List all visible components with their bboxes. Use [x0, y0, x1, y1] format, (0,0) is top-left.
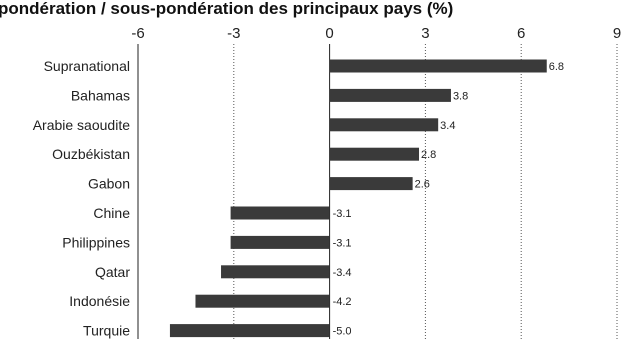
- category-label: Qatar: [95, 264, 130, 280]
- x-tick-label: -6: [131, 25, 144, 42]
- value-label: 3.4: [440, 120, 455, 132]
- value-label: 2.8: [421, 149, 436, 161]
- bar: [230, 235, 330, 249]
- category-label: Philippines: [62, 234, 130, 250]
- bar: [230, 206, 330, 220]
- chart-title: pondération / sous-pondération des princ…: [0, 0, 453, 18]
- x-tick-label: 6: [517, 25, 525, 42]
- bar: [221, 265, 330, 279]
- x-tick-label: 3: [421, 25, 429, 42]
- bar: [329, 118, 439, 132]
- bar: [329, 88, 451, 102]
- bar: [329, 59, 547, 73]
- category-label: Indonésie: [69, 293, 130, 309]
- category-label: Ouzbékistan: [52, 146, 130, 162]
- value-label: -3.4: [333, 267, 352, 279]
- x-tick-label: 9: [613, 25, 621, 42]
- value-labels: 6.8 3.8 3.4 2.8 2.6 -3.1 -3.1 -3.4 -4.2 -5.0: [333, 61, 564, 338]
- value-label: 6.8: [549, 61, 564, 73]
- category-label: Gabon: [88, 176, 130, 192]
- bar: [195, 294, 330, 308]
- bar: [329, 147, 420, 161]
- x-tick-label: 0: [325, 25, 333, 42]
- category-label: Bahamas: [71, 87, 130, 103]
- category-label: Supranational: [44, 58, 130, 74]
- category-label: Turquie: [83, 323, 130, 339]
- bars: [169, 59, 547, 338]
- value-label: -3.1: [333, 208, 352, 220]
- category-label: Arabie saoudite: [33, 117, 131, 133]
- category-label: Chine: [93, 205, 130, 221]
- category-labels: Supranational Bahamas Arabie saoudite Ouzbé…: [33, 58, 131, 339]
- value-label: 2.6: [415, 179, 430, 191]
- grid-lines: [137, 44, 618, 339]
- x-tick-label: -3: [227, 25, 240, 42]
- value-label: -5.0: [333, 326, 352, 338]
- value-label: -4.2: [333, 296, 352, 308]
- bar: [329, 177, 413, 191]
- x-axis-ticks: -6 -3 0 3 6 9: [131, 25, 621, 42]
- bar: [169, 324, 330, 338]
- value-label: 3.8: [453, 90, 468, 102]
- value-label: -3.1: [333, 237, 352, 249]
